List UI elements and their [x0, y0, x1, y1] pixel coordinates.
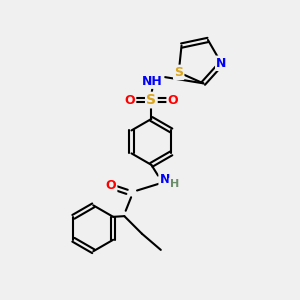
Text: N: N: [216, 57, 226, 70]
Text: O: O: [168, 94, 178, 106]
Text: O: O: [124, 94, 135, 106]
Text: NH: NH: [142, 75, 163, 88]
Text: H: H: [170, 179, 179, 189]
Text: O: O: [106, 178, 116, 192]
Text: S: S: [174, 66, 183, 79]
Text: S: S: [146, 93, 156, 107]
Text: N: N: [160, 173, 170, 186]
